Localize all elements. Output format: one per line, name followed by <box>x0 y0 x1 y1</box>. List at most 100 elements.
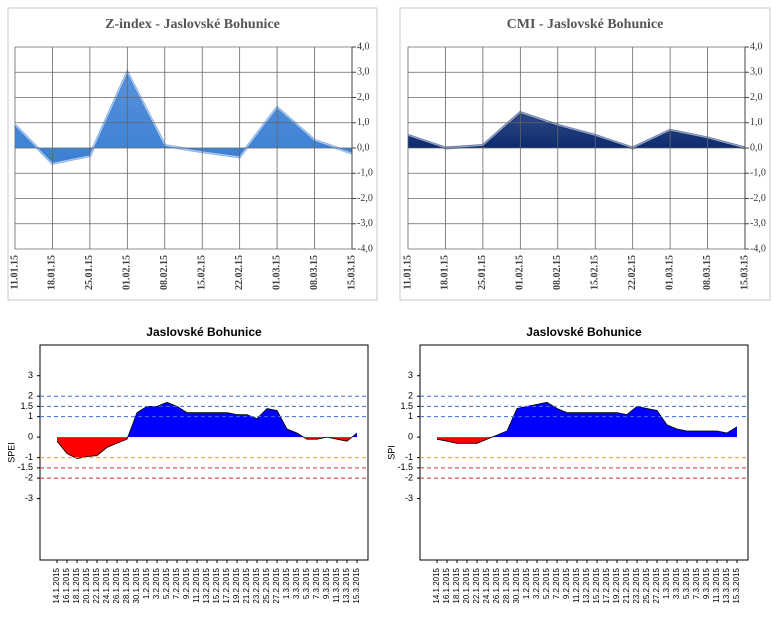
y-tick-label: -3,0 <box>357 218 373 229</box>
chart-frame <box>419 344 749 561</box>
y-tick-label: -2 <box>405 472 413 482</box>
x-tick-label: 28.1.2015 <box>502 567 511 603</box>
area <box>57 402 357 459</box>
y-tick-label: 0,0 <box>357 142 370 153</box>
y-tick-label: 4,0 <box>750 41 763 52</box>
y-tick-label: 1 <box>28 411 33 421</box>
x-tick-label: 15.03.15 <box>346 255 357 290</box>
x-tick-label: 3.3.2015 <box>672 567 681 599</box>
x-tick-label: 19.2.2015 <box>232 567 241 603</box>
x-tick-label: 15.3.2015 <box>732 567 741 603</box>
y-tick-label: -1,0 <box>357 168 373 179</box>
x-tick-label: 28.1.2015 <box>122 567 131 603</box>
x-tick-label: 17.2.2015 <box>222 567 231 603</box>
x-tick-label: 9.3.2015 <box>322 567 331 599</box>
y-tick-label: 2 <box>28 391 33 401</box>
x-tick-label: 01.02.15 <box>122 255 133 290</box>
x-tick-label: 25.01.15 <box>477 255 488 290</box>
y-tick-label: 0 <box>408 432 413 442</box>
x-tick-label: 01.03.15 <box>271 255 282 290</box>
x-tick-label: 15.3.2015 <box>352 567 361 603</box>
y-tick-label: 1,0 <box>750 117 763 128</box>
x-tick-label: 27.2.2015 <box>652 567 661 603</box>
y-tick-label: 1.5 <box>400 401 413 411</box>
area-edge <box>407 110 746 150</box>
x-tick-label: 9.2.2015 <box>182 567 191 599</box>
x-tick-label: 7.3.2015 <box>312 567 321 599</box>
x-tick-label: 7.3.2015 <box>692 567 701 599</box>
x-tick-label: 01.03.15 <box>664 255 675 290</box>
y-tick-label: -1 <box>25 452 33 462</box>
y-tick-label: -3,0 <box>750 218 766 229</box>
area-outline <box>436 401 738 444</box>
x-tick-label: 11.3.2015 <box>332 567 341 603</box>
x-tick-label: 15.2.2015 <box>212 567 221 603</box>
x-tick-label: 11.3.2015 <box>712 567 721 603</box>
area-outline <box>56 401 358 460</box>
x-tick-label: 08.02.15 <box>159 255 170 290</box>
y-tick-label: 0 <box>28 432 33 442</box>
x-tick-label: 17.2.2015 <box>602 567 611 603</box>
y-tick-label: -1,0 <box>750 168 766 179</box>
x-tick-label: 22.1.2015 <box>92 567 101 603</box>
y-tick-label: 1 <box>408 411 413 421</box>
x-tick-label: 21.2.2015 <box>622 567 631 603</box>
x-tick-label: 18.1.2015 <box>72 567 81 603</box>
x-tick-label: 1.2.2015 <box>522 567 531 599</box>
x-tick-label: 9.2.2015 <box>562 567 571 599</box>
x-tick-label: 11.2.2015 <box>192 567 201 603</box>
x-tick-label: 15.2.2015 <box>592 567 601 603</box>
x-tick-label: 1.3.2015 <box>662 567 671 599</box>
x-tick-label: 3.3.2015 <box>292 567 301 599</box>
area-edge <box>13 68 353 165</box>
y-tick-label: 1,0 <box>357 117 370 128</box>
x-tick-label: 18.1.2015 <box>452 567 461 603</box>
y-axis-label: SPEI <box>6 442 16 463</box>
y-tick-label: 2,0 <box>357 92 370 103</box>
x-tick-label: 25.2.2015 <box>262 567 271 603</box>
x-tick-label: 08.02.15 <box>552 255 563 290</box>
y-tick-label: -4,0 <box>750 243 766 254</box>
x-tick-label: 22.1.2015 <box>472 567 481 603</box>
x-tick-label: 3.2.2015 <box>532 567 541 599</box>
chart-title: Jaslovské Bohunice <box>146 325 262 339</box>
x-tick-label: 15.03.15 <box>739 255 750 290</box>
x-tick-label: 25.2.2015 <box>642 567 651 603</box>
chart-title: Z-index - Jaslovské Bohunice <box>105 17 280 32</box>
x-tick-label: 08.03.15 <box>309 255 320 290</box>
x-tick-label: 08.03.15 <box>702 255 713 290</box>
y-tick-label: 1.5 <box>20 401 33 411</box>
y-tick-label: -1.5 <box>397 462 413 472</box>
x-tick-label: 26.1.2015 <box>112 567 121 603</box>
x-tick-label: 5.2.2015 <box>542 567 551 599</box>
x-tick-label: 11.01.15 <box>402 255 413 289</box>
x-tick-label: 01.02.15 <box>515 255 526 290</box>
chart-title: CMI - Jaslovské Bohunice <box>507 17 664 32</box>
y-tick-label: 3,0 <box>357 67 370 78</box>
area-highlight <box>14 71 353 164</box>
x-tick-label: 13.3.2015 <box>342 567 351 603</box>
x-tick-label: 23.2.2015 <box>632 567 641 603</box>
x-tick-label: 1.3.2015 <box>282 567 291 599</box>
y-tick-label: -1.5 <box>17 462 33 472</box>
x-tick-label: 16.1.2015 <box>62 567 71 603</box>
x-tick-label: 24.1.2015 <box>482 567 491 603</box>
x-tick-label: 3.2.2015 <box>152 567 161 599</box>
x-tick-label: 21.2.2015 <box>242 567 251 603</box>
x-tick-label: 27.2.2015 <box>272 567 281 603</box>
x-tick-label: 23.2.2015 <box>252 567 261 603</box>
y-tick-label: -2 <box>25 472 33 482</box>
y-axis-label: SPI <box>386 445 396 460</box>
x-tick-label: 13.2.2015 <box>202 567 211 603</box>
x-tick-label: 22.02.15 <box>627 255 638 290</box>
y-tick-label: 2,0 <box>750 92 763 103</box>
y-tick-label: 3 <box>28 370 33 380</box>
x-tick-label: 13.3.2015 <box>722 567 731 603</box>
x-tick-label: 7.2.2015 <box>552 567 561 599</box>
area <box>15 72 352 164</box>
x-tick-label: 11.01.15 <box>9 255 20 289</box>
x-tick-label: 18.01.15 <box>47 255 58 290</box>
y-tick-label: 2 <box>408 391 413 401</box>
x-tick-label: 16.1.2015 <box>442 567 451 603</box>
